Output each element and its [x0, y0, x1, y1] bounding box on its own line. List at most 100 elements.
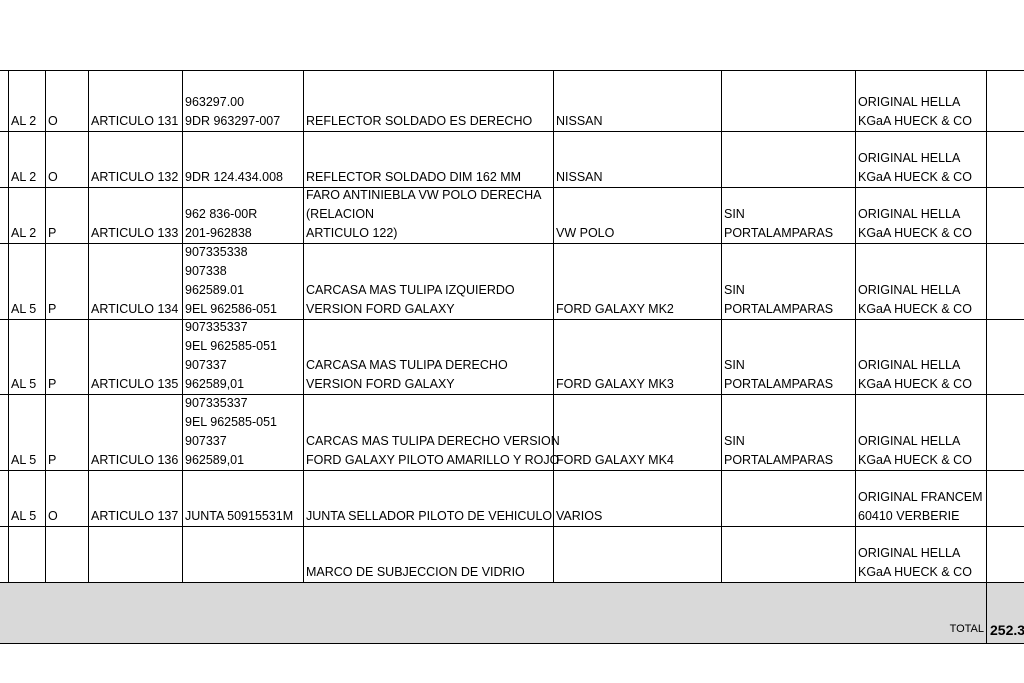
total-label: TOTAL: [949, 623, 984, 635]
cell-text: P: [48, 302, 57, 316]
cell-text: 962 836-00R: [185, 207, 258, 221]
cell-text: AL 5: [11, 377, 37, 391]
cell-text: ARTICULO 134: [91, 302, 179, 316]
cell-text: ARTICULO 135: [91, 377, 179, 391]
cell-text: CARCASA MAS TULIPA IZQUIERDO: [306, 283, 515, 297]
col-line: [88, 70, 89, 582]
cell-text: 907335337: [185, 396, 248, 410]
cell-text: (RELACION: [306, 207, 375, 221]
cell-text: 907335338: [185, 245, 248, 259]
col-line: [45, 70, 46, 582]
cell-text: REFLECTOR SOLDADO DIM 162 MM: [306, 170, 522, 184]
col-line: [553, 70, 554, 582]
cell-text: PORTALAMPARAS: [724, 377, 834, 391]
cell-text: KGaA HUECK & CO: [858, 170, 972, 184]
cell-text: 962589.01: [185, 283, 245, 297]
col-line: [721, 70, 722, 582]
cell-text: ORIGINAL HELLA: [858, 283, 961, 297]
cell-text: NISSAN: [556, 114, 603, 128]
cell-text: VERSION FORD GALAXY: [306, 302, 455, 316]
cell-text: AL 5: [11, 302, 37, 316]
total-value: 252.3: [990, 622, 1024, 638]
cell-text: REFLECTOR SOLDADO ES DERECHO: [306, 114, 533, 128]
cell-text: 201-962838: [185, 226, 252, 240]
cell-text: AL 2: [11, 170, 37, 184]
cell-text: MARCO DE SUBJECCION DE VIDRIO: [306, 565, 525, 579]
cell-text: VERSION FORD GALAXY: [306, 377, 455, 391]
cell-text: ARTICULO 137: [91, 509, 179, 523]
cell-text: 962589,01: [185, 377, 245, 391]
cell-text: ORIGINAL HELLA: [858, 434, 961, 448]
cell-text: JUNTA 50915531M: [185, 509, 294, 523]
total-row: [0, 582, 1024, 643]
row-line: [0, 470, 1024, 471]
cell-text: ORIGINAL HELLA: [858, 151, 961, 165]
cell-text: 907337: [185, 434, 227, 448]
cell-text: VARIOS: [556, 509, 603, 523]
cell-text: KGaA HUECK & CO: [858, 453, 972, 467]
row-line: [0, 526, 1024, 527]
cell-text: O: [48, 114, 58, 128]
col-line: [8, 70, 9, 582]
cell-text: 907337: [185, 358, 227, 372]
cell-text: P: [48, 377, 57, 391]
cell-text: ARTICULO 133: [91, 226, 179, 240]
cell-text: FORD GALAXY MK3: [556, 377, 674, 391]
cell-text: KGaA HUECK & CO: [858, 114, 972, 128]
row-line: [0, 131, 1024, 132]
cell-text: 9DR 963297-007: [185, 114, 281, 128]
cell-text: SIN: [724, 358, 745, 372]
cell-text: FARO ANTINIEBLA VW POLO DERECHA: [306, 188, 542, 202]
cell-text: NISSAN: [556, 170, 603, 184]
row-line: [0, 643, 1024, 644]
cell-text: O: [48, 509, 58, 523]
cell-text: PORTALAMPARAS: [724, 453, 834, 467]
cell-text: KGaA HUECK & CO: [858, 302, 972, 316]
col-line: [855, 70, 856, 582]
cell-text: AL 2: [11, 226, 37, 240]
cell-text: SIN: [724, 283, 745, 297]
cell-text: PORTALAMPARAS: [724, 226, 834, 240]
cell-text: ORIGINAL HELLA: [858, 95, 961, 109]
cell-text: P: [48, 453, 57, 467]
cell-text: FORD GALAXY PILOTO AMARILLO Y ROJO: [306, 453, 560, 467]
cell-text: 907335337: [185, 320, 248, 334]
cell-text: ARTICULO 122): [306, 226, 398, 240]
col-line: [182, 70, 183, 582]
cell-text: KGaA HUECK & CO: [858, 377, 972, 391]
cell-text: O: [48, 170, 58, 184]
cell-text: AL 5: [11, 453, 37, 467]
cell-text: FORD GALAXY MK4: [556, 453, 674, 467]
cell-text: 60410 VERBERIE: [858, 509, 960, 523]
row-line: [0, 394, 1024, 395]
row-line: [0, 582, 1024, 583]
cell-text: SIN: [724, 434, 745, 448]
col-line: [986, 70, 987, 643]
row-line: [0, 243, 1024, 244]
cell-text: ORIGINAL HELLA: [858, 358, 961, 372]
cell-text: KGaA HUECK & CO: [858, 565, 972, 579]
cell-text: 962589,01: [185, 453, 245, 467]
cell-text: JUNTA SELLADOR PILOTO DE VEHICULO: [306, 509, 553, 523]
cell-text: CARCASA MAS TULIPA DERECHO: [306, 358, 508, 372]
cell-text: ORIGINAL FRANCEM: [858, 490, 983, 504]
row-line: [0, 319, 1024, 320]
cell-text: 9DR 124.434.008: [185, 170, 283, 184]
cell-text: FORD GALAXY MK2: [556, 302, 674, 316]
row-line: [0, 187, 1024, 188]
cell-text: VW POLO: [556, 226, 615, 240]
cell-text: P: [48, 226, 57, 240]
cell-text: ORIGINAL HELLA: [858, 207, 961, 221]
col-line: [303, 70, 304, 582]
cell-text: 9EL 962585-051: [185, 339, 277, 353]
cell-text: 9EL 962585-051: [185, 415, 277, 429]
cell-text: ORIGINAL HELLA: [858, 546, 961, 560]
cell-text: ARTICULO 132: [91, 170, 179, 184]
cell-text: SIN: [724, 207, 745, 221]
cell-text: AL 2: [11, 114, 37, 128]
cell-text: 963297.00: [185, 95, 245, 109]
cell-text: ARTICULO 136: [91, 453, 179, 467]
cell-text: PORTALAMPARAS: [724, 302, 834, 316]
cell-text: CARCAS MAS TULIPA DERECHO VERSION: [306, 434, 560, 448]
